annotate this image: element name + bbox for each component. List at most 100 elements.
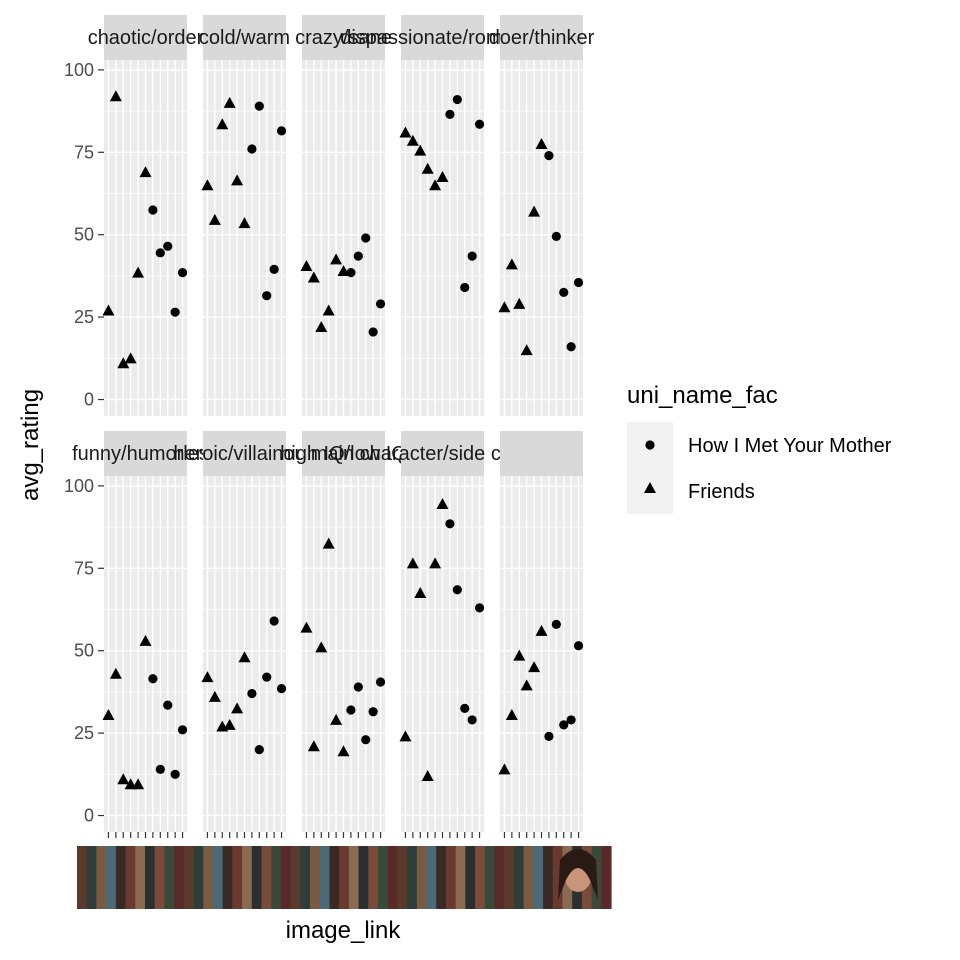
point-friends [520,679,533,691]
point-friends [505,708,518,720]
point-friends [399,126,412,138]
point-himym [353,682,363,692]
point-himym [269,616,279,626]
point-friends [414,587,427,599]
point-himym [163,700,173,710]
x-tick-thumbnail [387,846,398,909]
point-friends [528,661,541,673]
point-friends [315,321,328,332]
point-himym [566,342,576,352]
strip-label: chaotic/order [88,27,204,49]
point-himym [467,715,477,725]
x-tick-thumbnail [271,846,282,909]
y-tick-label: 0 [84,390,94,410]
strip-background [302,15,385,60]
strip-background [104,15,187,60]
x-tick-thumbnail [368,846,379,909]
point-himym [247,144,257,154]
point-friends [429,557,442,569]
x-tick-thumbnail [115,846,127,909]
x-tick-thumbnail [310,846,321,909]
x-tick-thumbnail [154,846,165,909]
thumbnail-hair [558,849,598,900]
point-himym [573,277,584,288]
point-friends [535,138,548,150]
point-himym [269,264,279,274]
point-friends [520,344,533,356]
point-friends [429,179,442,191]
strip-background [203,431,286,476]
strip-label: dispassionate/romantic [340,27,545,49]
point-friends [109,90,122,102]
point-friends [223,718,236,730]
point-himym [254,744,264,755]
point-friends [421,162,434,174]
point-friends [238,217,251,229]
strip-label: cold/warm [199,27,290,49]
point-friends [322,304,335,316]
point-friends [139,634,152,646]
x-tick-thumbnail [455,846,466,909]
data-points [102,90,584,790]
legend-label-friends: Friends [688,481,755,503]
point-himym [559,720,569,730]
point-himym [551,619,561,629]
y-tick-label: 50 [74,641,94,661]
point-friends [139,166,152,178]
point-himym [445,519,455,529]
point-friends [535,624,548,636]
x-tick-thumbnail [601,846,612,909]
x-axis [77,832,612,909]
point-himym [375,299,386,309]
point-himym [566,715,576,725]
point-friends [238,651,251,663]
point-himym [346,705,356,715]
point-himym [460,703,470,713]
x-tick-thumbnail [552,846,564,909]
point-himym [262,672,272,682]
point-himym [262,291,272,301]
point-himym [474,119,485,129]
point-himym [361,233,371,243]
point-himym [361,735,371,745]
point-himym [452,585,462,595]
point-himym [445,109,455,119]
y-tick-label: 25 [74,307,94,327]
point-friends [505,258,518,270]
point-friends [231,702,244,714]
point-friends [436,498,449,510]
point-friends [337,745,350,757]
point-friends [498,763,511,775]
point-friends [117,773,130,785]
point-friends [208,213,221,225]
point-himym [573,641,584,651]
x-tick-thumbnail [183,846,195,909]
x-tick-thumbnail [475,846,486,909]
point-friends [109,667,122,679]
point-himym [559,287,569,297]
point-himym [276,126,287,136]
point-friends [216,118,229,130]
strip-background [500,15,583,60]
point-himym [177,268,188,278]
point-friends [117,357,130,369]
strip-background [500,431,583,476]
x-tick-thumbnail [319,846,331,909]
x-tick-thumbnail [135,846,146,909]
point-himym [346,268,356,278]
point-himym [452,94,462,105]
x-tick-thumbnail [222,846,233,909]
x-tick-thumbnail [348,846,360,909]
point-friends [231,174,244,186]
point-himym [177,725,188,735]
x-tick-thumbnail [407,846,418,909]
point-friends [300,260,313,272]
strip-label: doer/thinker [489,27,595,49]
point-himym [148,205,158,215]
point-himym [375,677,386,687]
x-tick-thumbnail [77,846,88,909]
point-himym [353,251,363,261]
x-tick-thumbnail [329,846,340,909]
x-tick-thumbnail [242,846,253,909]
